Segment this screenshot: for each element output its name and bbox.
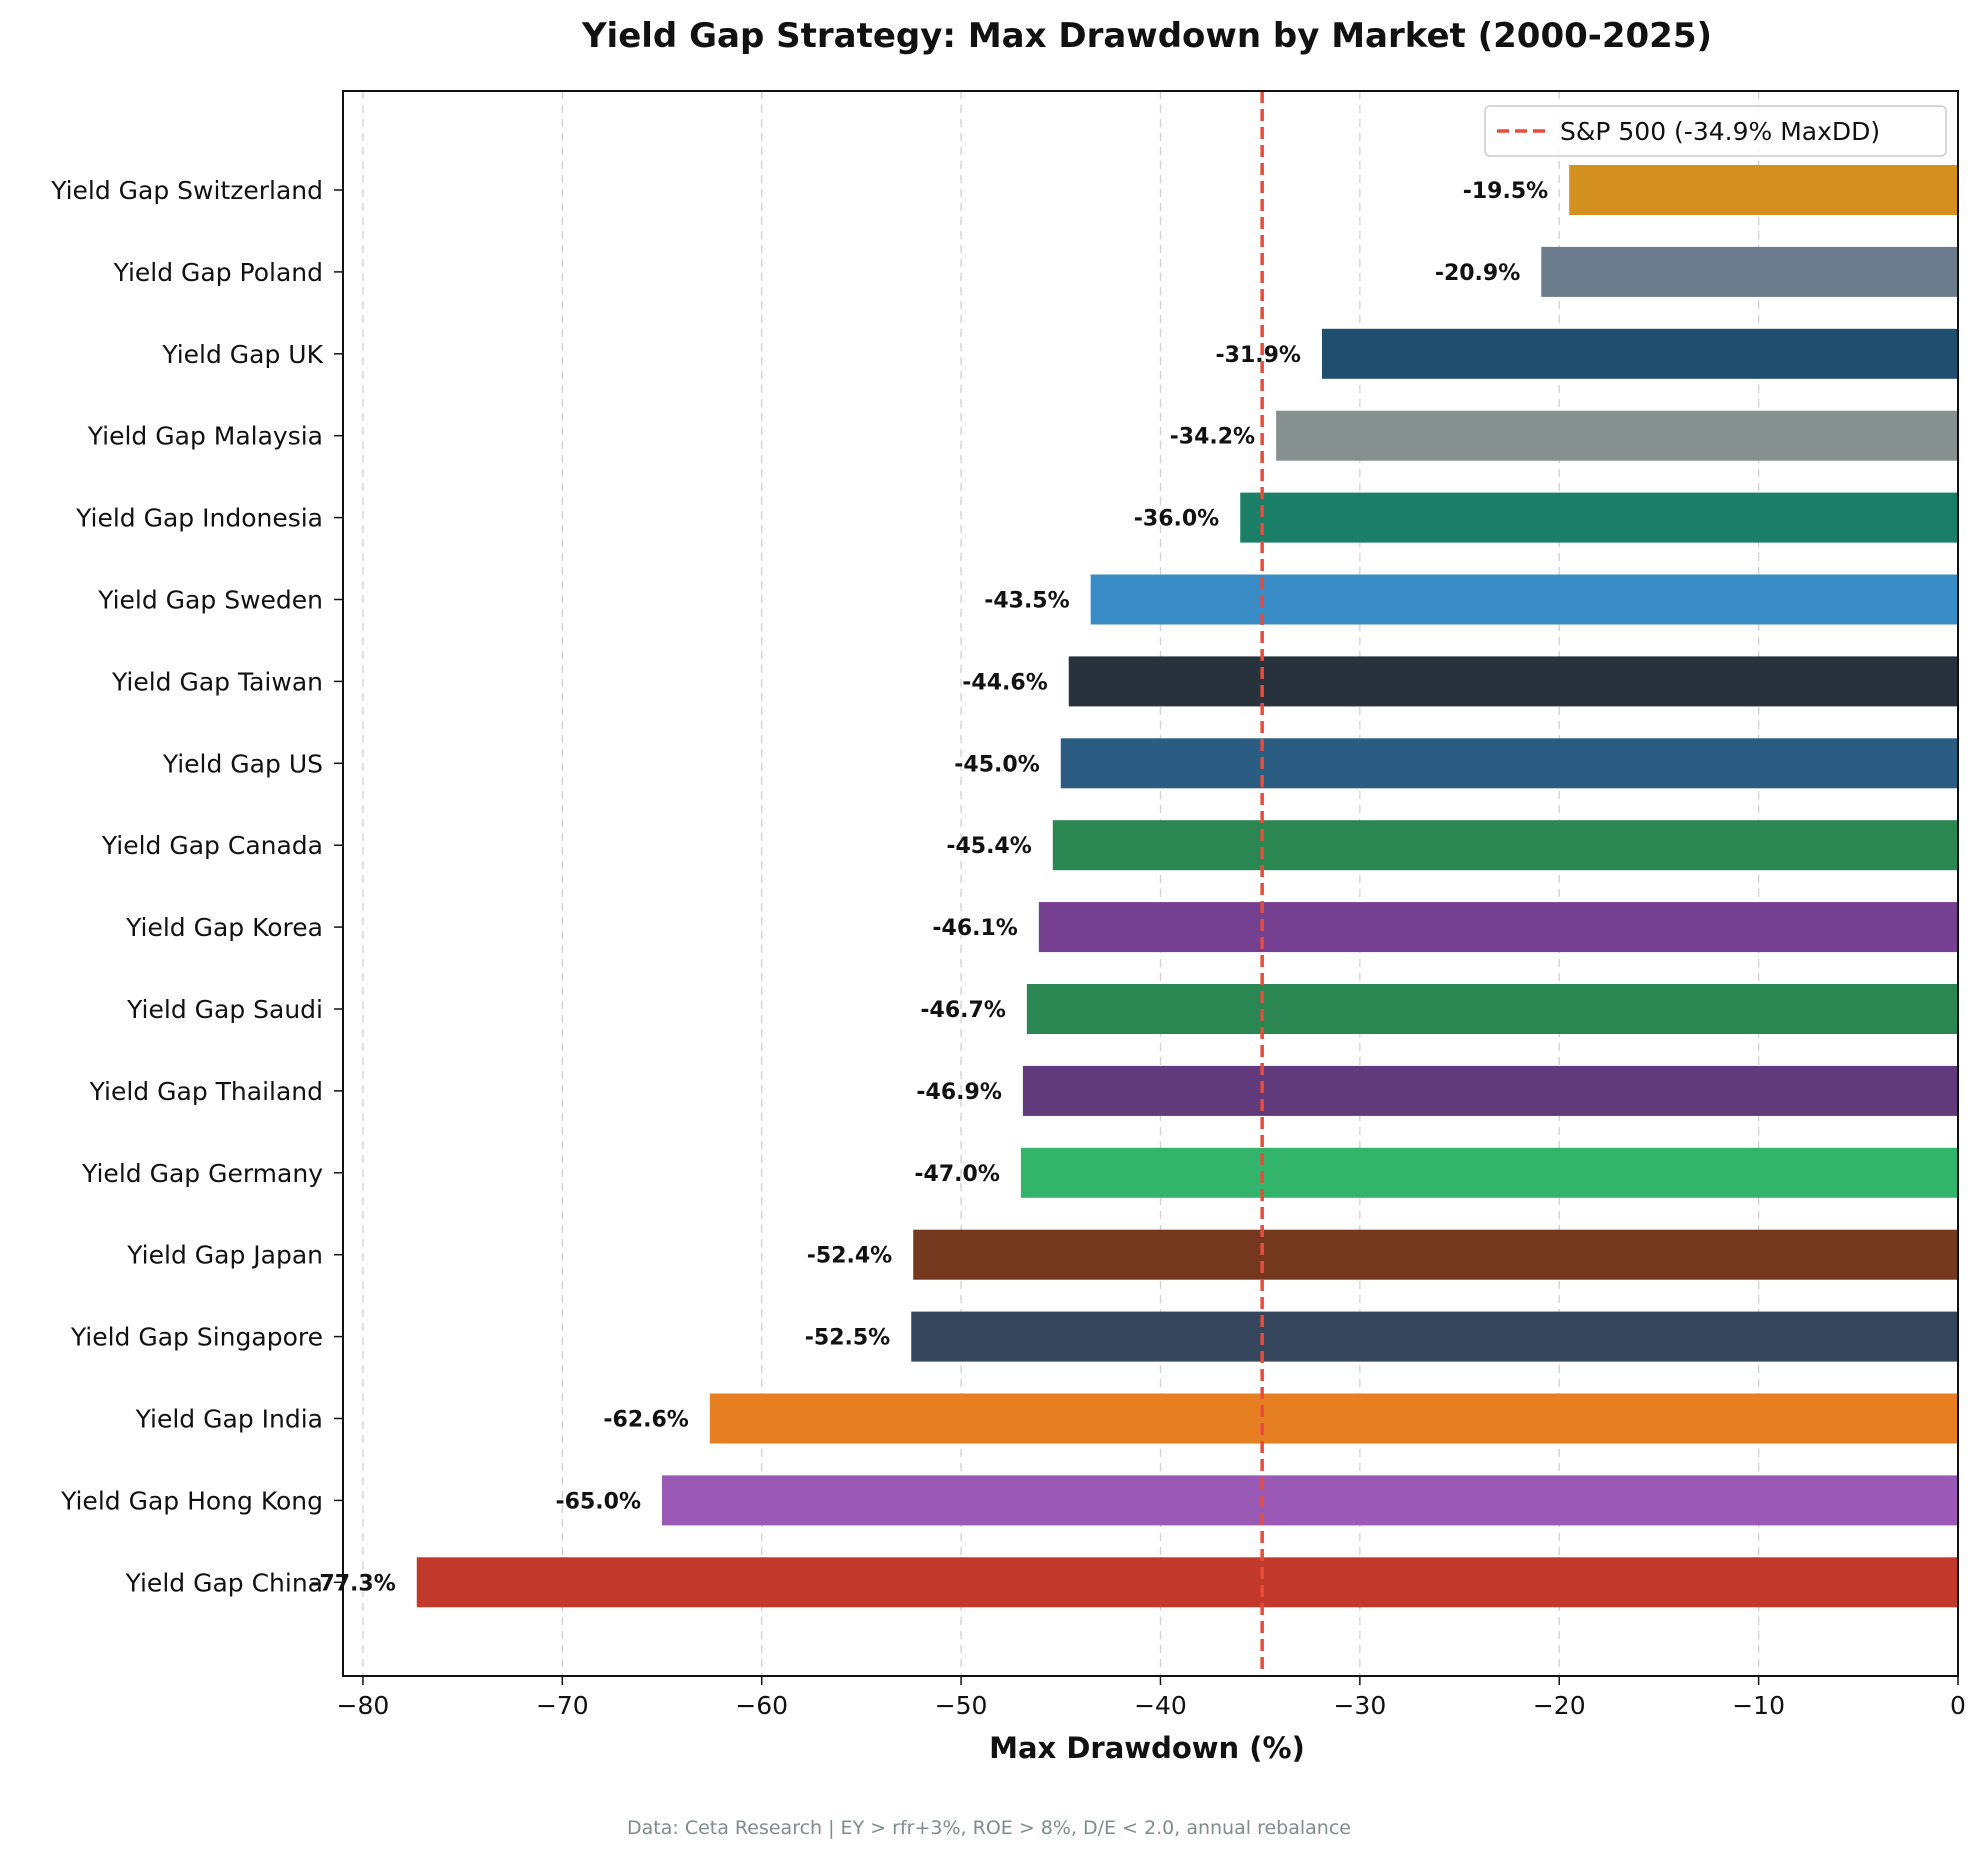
data-label: -20.9% bbox=[1435, 261, 1520, 286]
data-label: -46.7% bbox=[920, 998, 1005, 1023]
data-label: -45.4% bbox=[946, 834, 1031, 859]
bar bbox=[1276, 410, 1958, 461]
data-label: -46.1% bbox=[932, 916, 1017, 941]
bar bbox=[1052, 820, 1958, 871]
bar bbox=[1541, 246, 1958, 297]
bar bbox=[1569, 165, 1958, 215]
x-tick-label: −80 bbox=[337, 1691, 390, 1720]
x-tick-label: −50 bbox=[935, 1691, 988, 1720]
y-tick-label: Yield Gap Taiwan bbox=[111, 667, 323, 696]
data-labels: -19.5% -20.9% -31.9% -34.2% -36.0% -43.5% -44.… bbox=[310, 179, 1548, 1596]
plot-frame bbox=[342, 90, 1959, 1677]
data-label: -47.0% bbox=[914, 1162, 999, 1187]
bar bbox=[911, 1311, 1958, 1362]
data-label: -44.6% bbox=[962, 670, 1047, 695]
y-tick-label: Yield Gap Canada bbox=[101, 831, 323, 860]
y-tick-label: Yield Gap Japan bbox=[126, 1241, 323, 1270]
data-label: -52.4% bbox=[807, 1244, 892, 1269]
y-tick-label: Yield Gap UK bbox=[161, 340, 323, 369]
bar bbox=[709, 1393, 1958, 1444]
bar bbox=[1068, 656, 1958, 707]
source-note: Data: Ceta Research | EY > rfr+3%, ROE >… bbox=[627, 1817, 1351, 1839]
chart-title: Yield Gap Strategy: Max Drawdown by Mark… bbox=[581, 16, 1712, 56]
data-label: -31.9% bbox=[1216, 343, 1301, 368]
bar bbox=[1038, 902, 1958, 953]
bar bbox=[416, 1557, 1958, 1608]
x-tick-label: −20 bbox=[1533, 1691, 1586, 1720]
y-tick-label: Yield Gap US bbox=[162, 749, 323, 778]
x-tick-label: −10 bbox=[1732, 1691, 1785, 1720]
bar bbox=[1020, 1147, 1958, 1198]
data-label: -43.5% bbox=[984, 589, 1069, 614]
data-label: -65.0% bbox=[556, 1489, 641, 1514]
y-tick-label: Yield Gap India bbox=[135, 1405, 323, 1434]
x-tick-label: −60 bbox=[735, 1691, 788, 1720]
y-tick-label: Yield Gap Switzerland bbox=[50, 176, 323, 205]
data-label: -45.0% bbox=[954, 752, 1039, 777]
y-tick-label: Yield Gap Sweden bbox=[97, 586, 323, 615]
y-tick-label: Yield Gap Poland bbox=[113, 258, 323, 287]
bar bbox=[662, 1475, 1958, 1526]
x-axis: −80 −70 −60 −50 −40 −30 −20 −10 0 bbox=[337, 1676, 1966, 1720]
x-tick-label: −30 bbox=[1333, 1691, 1386, 1720]
y-tick-label: Yield Gap China bbox=[125, 1568, 323, 1597]
y-tick-label: Yield Gap Saudi bbox=[126, 995, 323, 1024]
y-tick-label: Yield Gap Korea bbox=[125, 913, 323, 942]
bar bbox=[1060, 738, 1958, 789]
data-label: -46.9% bbox=[916, 1080, 1001, 1105]
y-tick-label: Yield Gap Indonesia bbox=[75, 504, 323, 533]
data-label: -36.0% bbox=[1134, 507, 1219, 532]
bar bbox=[1022, 1065, 1958, 1116]
y-axis: Yield Gap Switzerland Yield Gap Poland Yie… bbox=[50, 176, 343, 1597]
y-tick-label: Yield Gap Germany bbox=[81, 1159, 323, 1188]
legend-label: S&P 500 (-34.9% MaxDD) bbox=[1560, 117, 1880, 146]
y-tick-label: Yield Gap Singapore bbox=[70, 1323, 323, 1352]
legend-box bbox=[1484, 105, 1947, 157]
legend: S&P 500 (-34.9% MaxDD) bbox=[1484, 105, 1947, 157]
bars bbox=[416, 165, 1958, 1608]
data-label: -62.6% bbox=[603, 1408, 688, 1433]
data-label: -52.5% bbox=[805, 1326, 890, 1351]
x-tick-label: −70 bbox=[536, 1691, 589, 1720]
bar bbox=[1321, 328, 1958, 379]
bar bbox=[1090, 574, 1958, 625]
y-tick-label: Yield Gap Malaysia bbox=[87, 422, 323, 451]
x-axis-title: Max Drawdown (%) bbox=[989, 1731, 1305, 1765]
x-tick-label: 0 bbox=[1950, 1691, 1966, 1720]
data-label: -34.2% bbox=[1170, 425, 1255, 450]
y-tick-label: Yield Gap Hong Kong bbox=[60, 1486, 323, 1515]
bar bbox=[913, 1229, 1958, 1280]
data-label: -19.5% bbox=[1463, 179, 1548, 204]
x-tick-label: −40 bbox=[1134, 1691, 1187, 1720]
bar bbox=[1026, 984, 1958, 1034]
y-tick-label: Yield Gap Thailand bbox=[89, 1077, 323, 1106]
bar bbox=[1240, 492, 1958, 543]
data-label: -77.3% bbox=[310, 1571, 395, 1596]
